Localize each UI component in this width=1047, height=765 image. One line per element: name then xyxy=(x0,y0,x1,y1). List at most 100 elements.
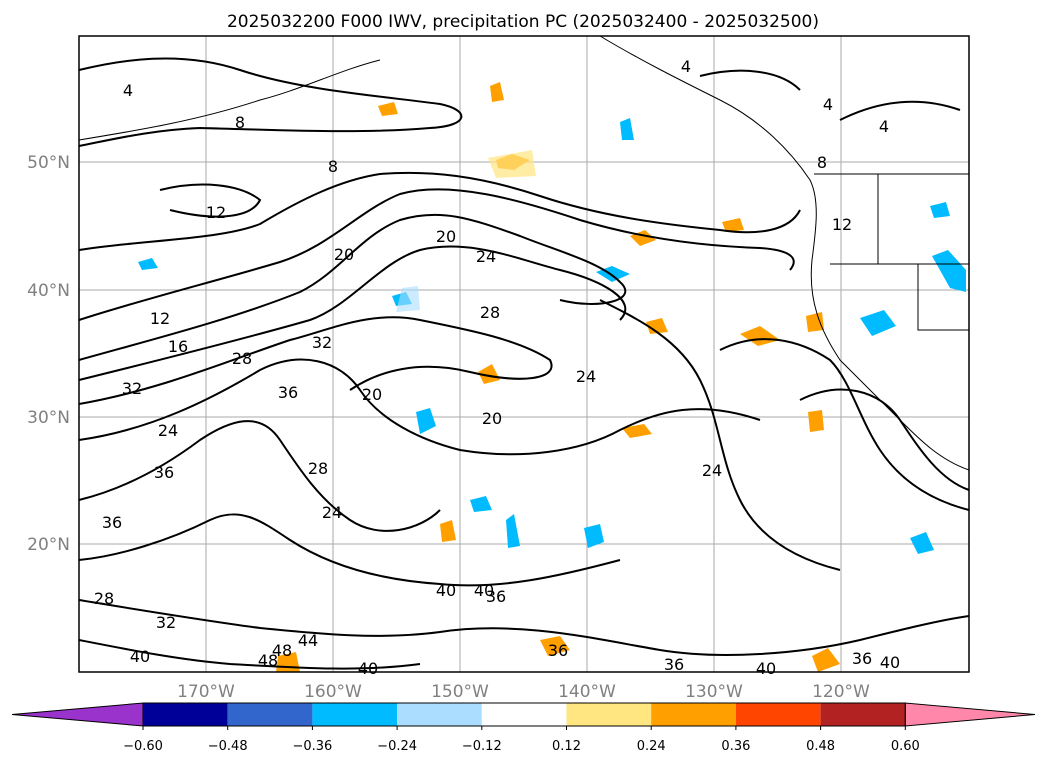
contour-label: 36 xyxy=(852,649,872,668)
iwv-contour xyxy=(78,358,761,456)
colorbar: −0.60 −0.48 −0.36 −0.24 −0.12 0.12 0.24 0.36 0.4… xyxy=(11,702,1036,754)
iwv-contour xyxy=(78,316,553,405)
longitude-label: 170°W xyxy=(177,682,235,702)
colorbar-segment xyxy=(227,703,313,726)
iwv-contour xyxy=(78,188,795,321)
precip-blob xyxy=(646,318,668,334)
precip-blob xyxy=(416,408,436,434)
colorbar-segment xyxy=(397,703,482,726)
contour-label: 8 xyxy=(817,153,827,172)
iwv-contour xyxy=(78,213,627,361)
colorbar-tick-label: −0.36 xyxy=(292,739,332,754)
contour-label: 4 xyxy=(681,57,691,76)
contour-label: 24 xyxy=(476,247,496,266)
border-states xyxy=(830,174,969,331)
map-title: 2025032200 F000 IWV, precipitation PC (2… xyxy=(227,12,819,32)
contour-label: 20 xyxy=(334,245,354,264)
iwv-contour xyxy=(839,100,961,121)
contour-label: 8 xyxy=(328,157,338,176)
contour-label: 20 xyxy=(482,409,502,428)
colorbar-tick-label: −0.24 xyxy=(377,739,417,754)
colorbar-outline xyxy=(142,702,906,727)
colorbar-segment xyxy=(312,703,398,726)
precip-blob xyxy=(740,326,780,346)
contour-label: 12 xyxy=(150,309,170,328)
latitude-label: 30°N xyxy=(27,408,70,428)
contour-label: 44 xyxy=(298,631,318,650)
colorbar-extend-min xyxy=(11,702,144,727)
map-frame xyxy=(78,35,970,673)
map-background xyxy=(79,36,969,672)
colorbar-tick-label: 0.24 xyxy=(637,739,666,754)
colorbar-segment xyxy=(566,703,652,726)
contour-label: 40 xyxy=(358,659,378,678)
precip-blob xyxy=(470,496,492,512)
contour-label: 28 xyxy=(480,303,500,322)
coastlines xyxy=(78,35,970,471)
contour-label: 28 xyxy=(308,459,328,478)
iwv-contour xyxy=(78,245,627,381)
iwv-contour xyxy=(78,639,421,670)
coastline-alaska xyxy=(599,35,970,471)
contour-label: 40 xyxy=(880,653,900,672)
contour-label: 32 xyxy=(122,379,142,398)
colorbar-extend-max xyxy=(904,702,1036,727)
precip-blob xyxy=(584,524,604,548)
precip-blob xyxy=(478,364,500,384)
contour-label: 16 xyxy=(168,337,188,356)
latitude-labels: 50°N 40°N 30°N 20°N xyxy=(27,153,70,555)
iwv-contour xyxy=(699,69,801,91)
colorbar-tick-label: −0.60 xyxy=(123,739,163,754)
contour-label: 36 xyxy=(278,383,298,402)
iwv-contour xyxy=(78,420,441,532)
colorbar-segment xyxy=(651,703,736,726)
colorbar-tick-label: 0.12 xyxy=(552,739,581,754)
contour-label: 4 xyxy=(123,81,133,100)
longitude-label: 140°W xyxy=(558,682,616,702)
colorbar-segment xyxy=(481,703,567,726)
contour-label: 36 xyxy=(664,655,684,674)
iwv-contour xyxy=(78,513,621,587)
contour-label: 20 xyxy=(362,385,382,404)
precip-blob xyxy=(932,250,966,292)
colorbar-tick-label: 0.36 xyxy=(721,739,750,754)
contour-label: 40 xyxy=(436,581,456,600)
latitude-label: 40°N xyxy=(27,281,70,301)
contour-label: 24 xyxy=(576,367,596,386)
contour-label: 36 xyxy=(154,463,174,482)
contour-label: 36 xyxy=(548,641,568,660)
precip-anomaly-shading xyxy=(138,82,966,672)
precip-blob xyxy=(910,532,934,554)
contour-label: 36 xyxy=(486,587,506,606)
contour-label: 4 xyxy=(879,117,889,136)
iwv-contour xyxy=(78,599,970,656)
contour-label: 24 xyxy=(322,503,342,522)
iwv-contour xyxy=(159,183,262,218)
iwv-contour xyxy=(78,57,463,147)
contour-label: 20 xyxy=(436,227,456,246)
precip-blob xyxy=(506,514,520,548)
longitude-label: 160°W xyxy=(304,682,362,702)
contour-label: 40 xyxy=(474,581,494,600)
precip-blob xyxy=(488,150,536,178)
colorbar-tick-label: 0.48 xyxy=(806,739,835,754)
iwv-contour xyxy=(78,171,801,251)
precip-blob xyxy=(490,82,504,102)
iwv-contour xyxy=(719,338,970,511)
contour-label: 12 xyxy=(206,203,226,222)
longitude-label: 150°W xyxy=(431,682,489,702)
colorbar-tick-label: −0.48 xyxy=(208,739,248,754)
contour-label: 48 xyxy=(272,641,292,660)
precip-blob xyxy=(930,202,950,218)
precip-blob xyxy=(622,424,652,438)
coastline-aleutians xyxy=(78,59,381,141)
latitude-label: 20°N xyxy=(27,535,70,555)
contour-label: 4 xyxy=(823,95,833,114)
contour-label: 48 xyxy=(258,651,278,670)
precip-blob xyxy=(440,520,456,542)
contour-label: 28 xyxy=(232,349,252,368)
precip-blob xyxy=(806,312,824,332)
